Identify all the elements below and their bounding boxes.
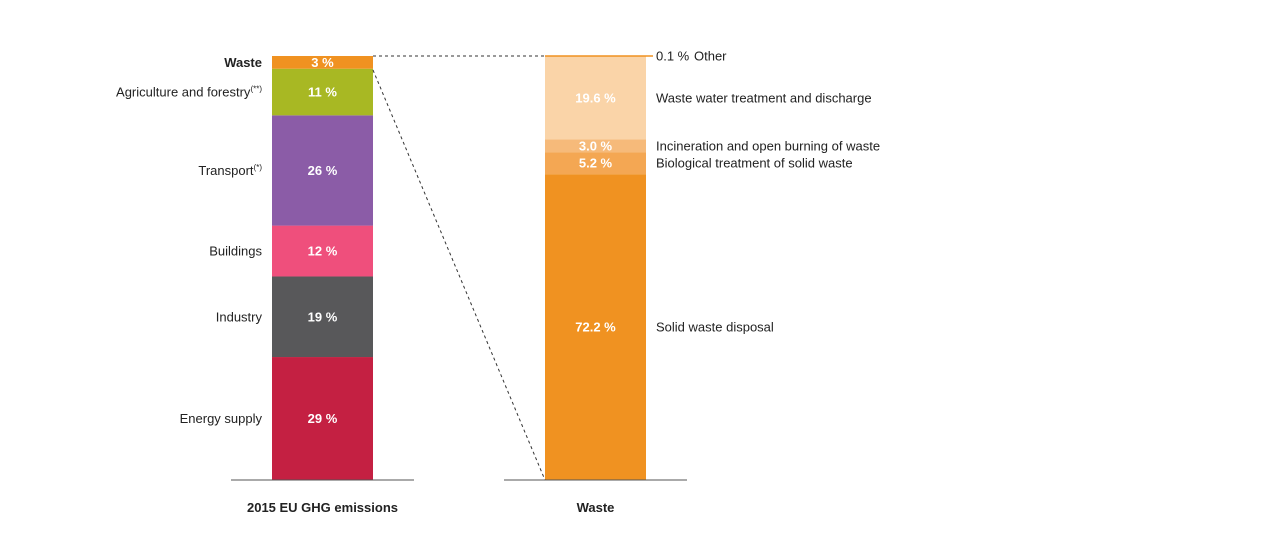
bar-segment-waste (272, 56, 373, 69)
eu-ghg-stacked-bar: 29 % Energy supply 19 % Industry 12 % Buildin… (116, 55, 414, 515)
bar-segment-solid-waste-disposal (545, 174, 646, 480)
x-axis-label: 2015 EU GHG emissions (247, 500, 398, 515)
footnote-marker: (*) (254, 163, 263, 172)
value-label-incineration-and-open-burning-of-waste: 3.0 % (579, 138, 613, 153)
waste-stacked-bar: 72.2 % Solid waste disposal 5.2 % Biologica… (504, 49, 880, 515)
bar-segment-industry (272, 276, 373, 358)
value-label-other: 0.1 % (656, 49, 690, 64)
value-label-industry: 19 % (308, 309, 338, 324)
category-label-biological-treatment-of-solid-waste: Biological treatment of solid waste (656, 156, 853, 171)
category-label-solid-waste-disposal: Solid waste disposal (656, 320, 774, 335)
value-label-transport: 26 % (308, 163, 338, 178)
category-label-industry: Industry (216, 309, 263, 324)
bar-segment-transport (272, 115, 373, 226)
category-label-other: Other (694, 49, 727, 64)
category-label-waste-water-treatment-and-discharge: Waste water treatment and discharge (656, 90, 872, 105)
footnote-marker: (**) (250, 85, 262, 94)
bar-segment-buildings (272, 225, 373, 277)
value-label-biological-treatment-of-solid-waste: 5.2 % (579, 156, 613, 171)
zoom-connector-bottom (372, 69, 546, 481)
category-label-waste: Waste (224, 55, 262, 70)
x-axis-label: Waste (577, 500, 615, 515)
category-label-buildings: Buildings (209, 244, 262, 259)
category-label-energy-supply: Energy supply (180, 411, 263, 426)
bar-segment-waste-water-treatment-and-discharge (545, 56, 646, 140)
bar-segment-energy-supply (272, 357, 373, 480)
value-label-waste: 3 % (311, 55, 334, 70)
value-label-agriculture-and-forestry: 11 % (308, 85, 337, 100)
category-label-incineration-and-open-burning-of-waste: Incineration and open burning of waste (656, 138, 880, 153)
bar-segment-agriculture-and-forestry (272, 68, 373, 116)
value-label-buildings: 12 % (308, 244, 338, 259)
category-label-agriculture-and-forestry: Agriculture and forestry(**) (116, 85, 262, 100)
value-label-solid-waste-disposal: 72.2 % (575, 320, 616, 335)
value-label-energy-supply: 29 % (308, 411, 338, 426)
value-label-waste-water-treatment-and-discharge: 19.6 % (575, 90, 616, 105)
category-label-transport: Transport(*) (198, 163, 262, 178)
bar-segment-incineration-and-open-burning-of-waste (545, 139, 646, 153)
bar-segment-biological-treatment-of-solid-waste (545, 152, 646, 175)
